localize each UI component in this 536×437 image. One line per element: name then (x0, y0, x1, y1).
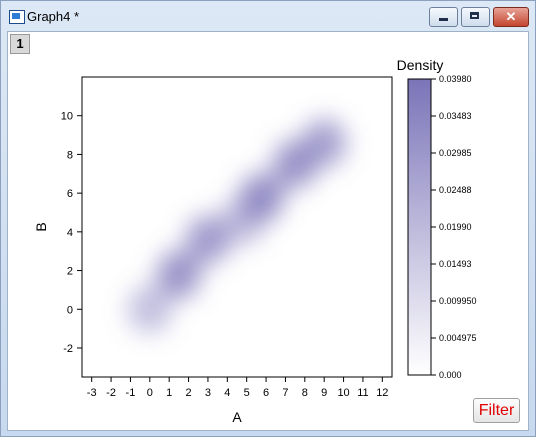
x-tick-label: 7 (282, 387, 288, 399)
close-icon: ✕ (505, 9, 517, 24)
x-tick-label: 11 (357, 387, 368, 399)
y-tick-label: 6 (67, 188, 73, 200)
graph-window-icon[interactable] (9, 10, 25, 24)
colorbar-tick-label: 0.009950 (439, 296, 477, 306)
density-peak-6 (302, 118, 347, 167)
x-tick-label: 2 (186, 387, 192, 399)
x-tick-label: 3 (205, 387, 211, 399)
y-axis-title[interactable]: B (33, 222, 49, 231)
colorbar-tick-label: 0.02488 (439, 185, 472, 195)
colorbar-tick-label: 0.02985 (439, 148, 472, 158)
x-axis-title[interactable]: A (232, 409, 242, 425)
x-tick-label: 10 (337, 387, 349, 399)
x-tick-label: 0 (147, 387, 153, 399)
colorbar-tick-label: 0.01990 (439, 222, 472, 232)
x-tick-label: 4 (224, 387, 230, 399)
minimize-button[interactable] (429, 7, 458, 27)
density-peak-4 (240, 173, 285, 221)
density-peak-2 (185, 215, 230, 264)
colorbar-tick-label: 0.03980 (439, 74, 472, 84)
plot-frame (81, 76, 393, 378)
graph-page[interactable]: 1 -3 -2 -1 0 1 2 3 4 5 6 7 8 9 10 11 12 -2 0 2 4 6 8 10 A B D… (7, 31, 529, 431)
x-tick-label: 9 (321, 387, 327, 399)
y-tick-label: 0 (67, 304, 73, 316)
x-tick-label: -2 (106, 387, 116, 399)
close-button[interactable]: ✕ (493, 7, 529, 27)
x-tick-label: 12 (376, 387, 388, 399)
colorbar-tick-label: 0.01493 (439, 259, 472, 269)
density-peak-1 (156, 250, 201, 299)
x-tick-label: 8 (302, 387, 308, 399)
y-tick-label: 4 (67, 227, 73, 239)
x-tick-label: 5 (244, 387, 250, 399)
colorbar-tick-label: 0.004975 (439, 333, 477, 343)
x-tick-label: 1 (166, 387, 172, 399)
maximize-button[interactable] (461, 7, 490, 27)
title-bar[interactable]: Graph4 * ✕ (1, 1, 535, 31)
colorbar-title[interactable]: Density (397, 57, 444, 73)
x-tick-label: -3 (87, 387, 97, 399)
window-title: Graph4 * (27, 9, 80, 24)
minimize-icon (439, 18, 448, 21)
filter-button[interactable]: Filter (473, 398, 520, 423)
y-tick-label: 8 (67, 149, 73, 161)
x-tick-label: 6 (263, 387, 269, 399)
colorbar-tick-label: 0.000 (439, 370, 462, 380)
maximize-icon (470, 12, 479, 19)
y-tick-label: 10 (61, 111, 73, 123)
colorbar[interactable] (407, 78, 432, 376)
y-tick-label: -2 (63, 343, 73, 355)
x-tick-label: -1 (126, 387, 136, 399)
layer-tab[interactable]: 1 (10, 34, 30, 54)
density-peak-0 (127, 285, 172, 334)
y-tick-label: 2 (67, 266, 73, 278)
colorbar-tick-label: 0.03483 (439, 111, 472, 121)
